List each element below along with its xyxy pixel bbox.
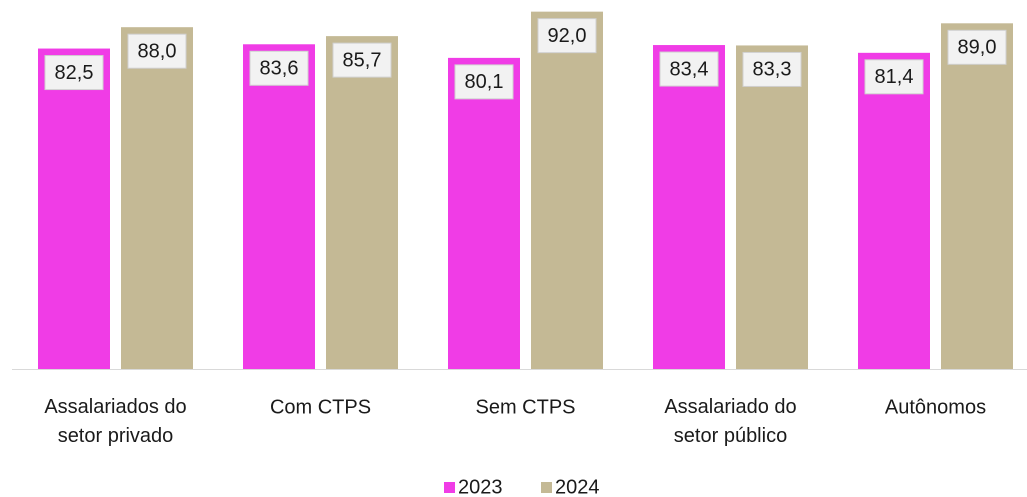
x-tick-label: Assalariados do setor privado [44,396,186,447]
bar [531,11,603,370]
legend-swatch [444,482,455,493]
data-label-box [454,64,514,100]
data-label: 82,5 [55,62,94,84]
bar [121,27,193,369]
data-label-box [249,50,309,86]
data-label-box [864,59,924,95]
data-label-box [947,29,1007,65]
data-label: 88,0 [138,40,177,62]
data-label: 83,3 [753,59,792,81]
data-label: 89,0 [958,37,997,59]
x-tick-label: Com CTPS [270,396,371,418]
bar [38,48,110,369]
data-label: 92,0 [548,25,587,47]
bar [243,44,315,369]
x-tick-label: Assalariado do setor público [664,396,796,447]
bar [941,23,1013,369]
x-tick-label: Autônomos [885,396,986,418]
legend-label: 2024 [555,476,600,497]
legend-swatch [541,482,552,493]
data-label: 83,6 [260,58,299,80]
data-label-box [742,51,802,87]
bar [326,36,398,369]
bar [736,45,808,370]
data-label-box [659,51,719,87]
data-label-box [44,55,104,91]
x-tick-label: Sem CTPS [475,396,575,418]
bar [858,52,930,370]
data-label-box [537,18,597,54]
data-label: 83,4 [670,58,709,80]
data-label: 80,1 [465,71,504,93]
data-label-box [127,33,187,69]
legend-label: 2023 [458,476,503,497]
data-label-box [332,42,392,78]
bar [448,57,520,370]
bar [653,45,725,369]
data-label: 81,4 [875,66,914,88]
data-label: 85,7 [343,49,382,71]
